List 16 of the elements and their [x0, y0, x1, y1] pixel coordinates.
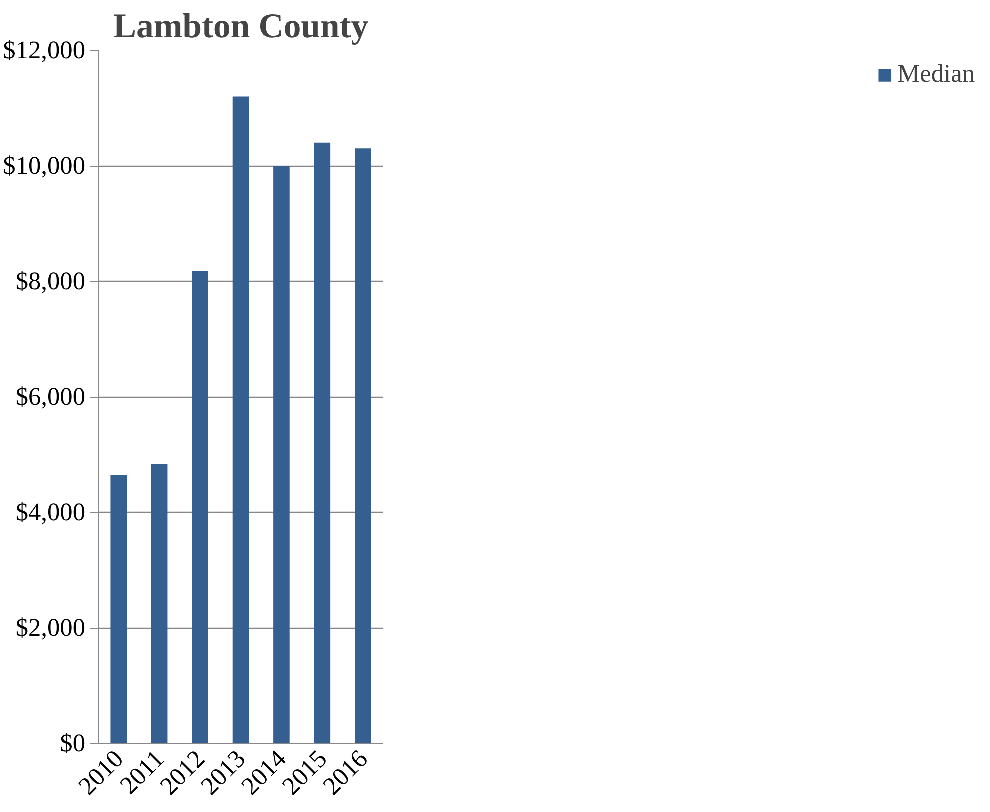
y-tick-label: $8,000: [16, 268, 86, 296]
bar: [355, 148, 372, 744]
bar: [314, 142, 331, 744]
y-tick-label: $6,000: [16, 383, 86, 411]
y-tick-label: $2,000: [16, 614, 86, 642]
bar: [110, 476, 127, 744]
bar: [274, 166, 290, 744]
legend-label: Median: [898, 60, 975, 89]
y-tick-label: $10,000: [3, 152, 86, 180]
bar: [192, 271, 208, 744]
bar: [151, 464, 168, 744]
y-tick-label: $4,000: [16, 498, 86, 526]
chart-title: Lambton County: [113, 8, 369, 46]
bar: [232, 96, 250, 744]
y-tick-label: $0: [60, 730, 86, 758]
y-tick-label: $12,000: [3, 36, 86, 64]
